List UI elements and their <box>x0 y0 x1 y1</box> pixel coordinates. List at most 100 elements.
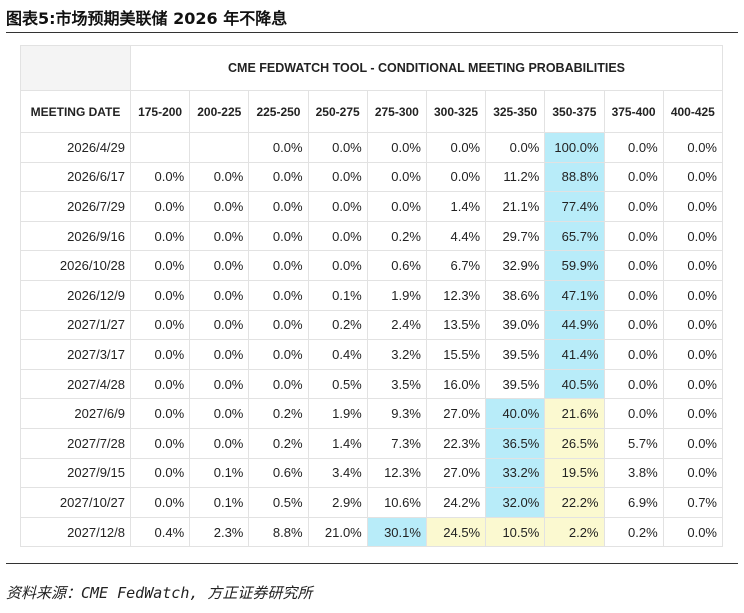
probability-cell: 0.0% <box>189 309 250 341</box>
probability-cell: 6.9% <box>603 487 664 518</box>
meeting-date: 2027/4/28 <box>20 368 131 400</box>
data-row: 2027/4/28 0.0% 0.0% 0.0% 0.5% 3.5% 16.0% 39.5% 4… <box>20 368 724 400</box>
probability-cell: 44.9% <box>544 309 605 341</box>
probability-cell: 0.0% <box>307 250 368 281</box>
probability-cell: 5.7% <box>603 427 664 459</box>
title: 图表5:市场预期美联储 2026 年不降息 <box>6 9 288 28</box>
probability-cell: 36.5% <box>485 427 546 459</box>
probability-cell: 0.0% <box>248 161 309 193</box>
probability-cell: 21.1% <box>485 191 546 222</box>
probability-cell: 0.0% <box>248 132 309 163</box>
probability-cell: 0.0% <box>485 132 546 163</box>
meeting-date: 2026/7/29 <box>20 191 131 222</box>
probability-cell: 11.2% <box>485 161 546 193</box>
probability-cell: 0.0% <box>425 161 487 193</box>
probability-cell: 0.0% <box>129 220 191 252</box>
probability-cell: 77.4% <box>544 191 605 222</box>
meeting-date: 2027/6/9 <box>20 398 131 429</box>
probability-cell: 2.4% <box>366 309 427 341</box>
probability-cell: 0.4% <box>129 516 191 548</box>
probability-cell: 0.0% <box>662 279 724 311</box>
title-rule <box>6 32 738 33</box>
probability-cell: 16.0% <box>425 368 487 400</box>
probability-cell: 0.0% <box>189 398 250 429</box>
probability-cell: 33.2% <box>485 457 546 489</box>
data-row: 2027/12/8 0.4% 2.3% 8.8% 21.0% 30.1% 24.5% 10.5… <box>20 516 724 548</box>
probability-cell: 0.0% <box>366 132 427 163</box>
meeting-date: 2027/3/17 <box>20 339 131 370</box>
probability-cell: 0.0% <box>248 309 309 341</box>
probability-cell: 0.5% <box>248 487 309 518</box>
probability-cell: 2.2% <box>544 516 605 548</box>
probability-cell: 0.0% <box>603 132 664 163</box>
meeting-date: 2026/12/9 <box>20 279 131 311</box>
probability-cell: 0.0% <box>189 427 250 459</box>
probability-cell: 2.3% <box>189 516 250 548</box>
probability-cell: 0.0% <box>662 191 724 222</box>
probability-table: CME FEDWATCH TOOL - CONDITIONAL MEETING … <box>20 45 724 548</box>
probability-cell: 0.0% <box>248 339 309 370</box>
probability-cell: 0.0% <box>366 161 427 193</box>
column-header: 200-225 <box>189 90 250 133</box>
probability-cell: 3.2% <box>366 339 427 370</box>
probability-cell: 40.0% <box>485 398 546 429</box>
probability-cell: 0.0% <box>307 132 368 163</box>
probability-cell: 21.6% <box>544 398 605 429</box>
probability-cell: 3.5% <box>366 368 427 400</box>
meeting-date: 2026/6/17 <box>20 161 131 193</box>
probability-cell: 32.9% <box>485 250 546 281</box>
data-row: 2027/1/27 0.0% 0.0% 0.0% 0.2% 2.4% 13.5% 39.0% 4… <box>20 309 724 341</box>
probability-cell: 0.2% <box>603 516 664 548</box>
probability-cell: 12.3% <box>425 279 487 311</box>
data-row: 2026/12/9 0.0% 0.0% 0.0% 0.1% 1.9% 12.3% 38.6% 4… <box>20 279 724 311</box>
data-row: 2027/3/17 0.0% 0.0% 0.0% 0.4% 3.2% 15.5% 39.5% 4… <box>20 339 724 370</box>
probability-cell: 0.0% <box>248 279 309 311</box>
probability-cell: 0.6% <box>248 457 309 489</box>
probability-cell: 0.0% <box>662 161 724 193</box>
probability-cell: 0.0% <box>662 398 724 429</box>
probability-cell: 0.0% <box>603 161 664 193</box>
probability-cell: 0.0% <box>248 220 309 252</box>
probability-cell: 0.0% <box>662 516 724 548</box>
probability-cell: 22.3% <box>425 427 487 459</box>
probability-cell: 0.0% <box>662 457 724 489</box>
meeting-date: 2026/9/16 <box>20 220 131 252</box>
probability-cell: 19.5% <box>544 457 605 489</box>
probability-cell: 10.5% <box>485 516 546 548</box>
probability-cell: 0.0% <box>307 161 368 193</box>
probability-cell: 40.5% <box>544 368 605 400</box>
probability-cell: 0.1% <box>307 279 368 311</box>
probability-cell: 0.0% <box>129 309 191 341</box>
probability-cell: 0.0% <box>366 191 427 222</box>
meeting-date: 2027/10/27 <box>20 487 131 518</box>
probability-cell: 0.0% <box>248 250 309 281</box>
probability-cell: 0.0% <box>189 368 250 400</box>
corner-cell <box>20 45 131 91</box>
probability-cell: 24.2% <box>425 487 487 518</box>
data-row: 2027/10/27 0.0% 0.1% 0.5% 2.9% 10.6% 24.2% 32.0… <box>20 487 724 518</box>
probability-cell: 0.0% <box>603 191 664 222</box>
probability-cell: 0.0% <box>129 279 191 311</box>
probability-cell: 13.5% <box>425 309 487 341</box>
data-row: 2027/7/28 0.0% 0.0% 0.2% 1.4% 7.3% 22.3% 36.5% 2… <box>20 427 724 459</box>
probability-cell: 0.2% <box>248 398 309 429</box>
probability-cell: 47.1% <box>544 279 605 311</box>
probability-cell: 0.0% <box>603 398 664 429</box>
meeting-date: 2027/9/15 <box>20 457 131 489</box>
probability-cell: 4.4% <box>425 220 487 252</box>
probability-cell: 0.0% <box>189 279 250 311</box>
column-header: 400-425 <box>662 90 724 133</box>
probability-cell: 10.6% <box>366 487 427 518</box>
data-row: 2026/9/16 0.0% 0.0% 0.0% 0.0% 0.2% 4.4% 29.7% 65… <box>20 220 724 252</box>
data-row: 2026/10/28 0.0% 0.0% 0.0% 0.0% 0.6% 6.7% 32.9% 5… <box>20 250 724 281</box>
column-header: 225-250 <box>248 90 309 133</box>
probability-cell: 88.8% <box>544 161 605 193</box>
probability-cell: 0.0% <box>189 250 250 281</box>
meeting-date: 2026/10/28 <box>20 250 131 281</box>
probability-cell: 0.0% <box>129 427 191 459</box>
column-header: 325-350 <box>485 90 546 133</box>
probability-cell: 0.0% <box>307 220 368 252</box>
probability-cell: 0.0% <box>603 250 664 281</box>
meeting-date: 2026/4/29 <box>20 132 131 163</box>
column-header: 375-400 <box>603 90 664 133</box>
